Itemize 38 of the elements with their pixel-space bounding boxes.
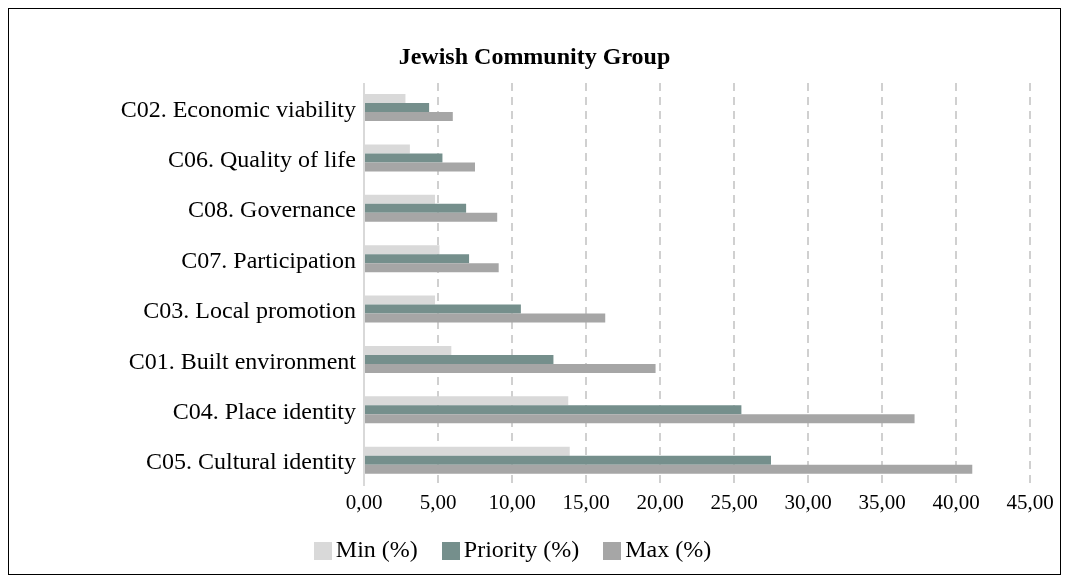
x-tick-label: 25,00 bbox=[710, 489, 758, 514]
bar bbox=[364, 354, 554, 364]
x-tick-label: 40,00 bbox=[932, 489, 980, 514]
bar bbox=[364, 405, 742, 415]
x-tick-label: 20,00 bbox=[636, 489, 684, 514]
x-tick-label: 35,00 bbox=[858, 489, 906, 514]
bar bbox=[364, 162, 475, 172]
bar bbox=[364, 464, 973, 474]
y-tick-label: C03. Local promotion bbox=[143, 297, 356, 324]
x-tick-label: 5,00 bbox=[419, 489, 457, 514]
legend-label: Priority (%) bbox=[463, 536, 580, 562]
bar bbox=[364, 414, 915, 424]
bar bbox=[364, 112, 453, 122]
x-tick-label: 15,00 bbox=[562, 489, 610, 514]
y-tick-label: C06. Quality of life bbox=[168, 146, 356, 173]
y-tick-label: C04. Place identity bbox=[172, 397, 356, 424]
x-tick-label: 45,00 bbox=[1006, 489, 1054, 514]
bar bbox=[364, 304, 521, 314]
bar bbox=[364, 313, 606, 323]
x-tick-label: 0,00 bbox=[345, 489, 383, 514]
x-tick-label: 10,00 bbox=[488, 489, 536, 514]
y-tick-label: C01. Built environment bbox=[128, 347, 357, 374]
bar bbox=[364, 363, 656, 373]
bar bbox=[364, 263, 499, 273]
bar bbox=[364, 254, 470, 264]
y-tick-label: C02. Economic viability bbox=[120, 95, 356, 122]
bar bbox=[364, 455, 771, 465]
y-tick-label: C05. Cultural identity bbox=[146, 448, 356, 475]
y-tick-label: C08. Governance bbox=[188, 196, 356, 223]
bar bbox=[364, 103, 430, 113]
bar bbox=[364, 212, 498, 222]
x-tick-label: 30,00 bbox=[784, 489, 832, 514]
legend-label: Min (%) bbox=[335, 536, 418, 562]
bar bbox=[364, 203, 467, 213]
chart-title: Jewish Community Group bbox=[397, 43, 672, 71]
bar bbox=[364, 153, 443, 163]
y-tick-label: C07. Participation bbox=[181, 246, 356, 273]
legend-label: Max (%) bbox=[625, 536, 712, 562]
